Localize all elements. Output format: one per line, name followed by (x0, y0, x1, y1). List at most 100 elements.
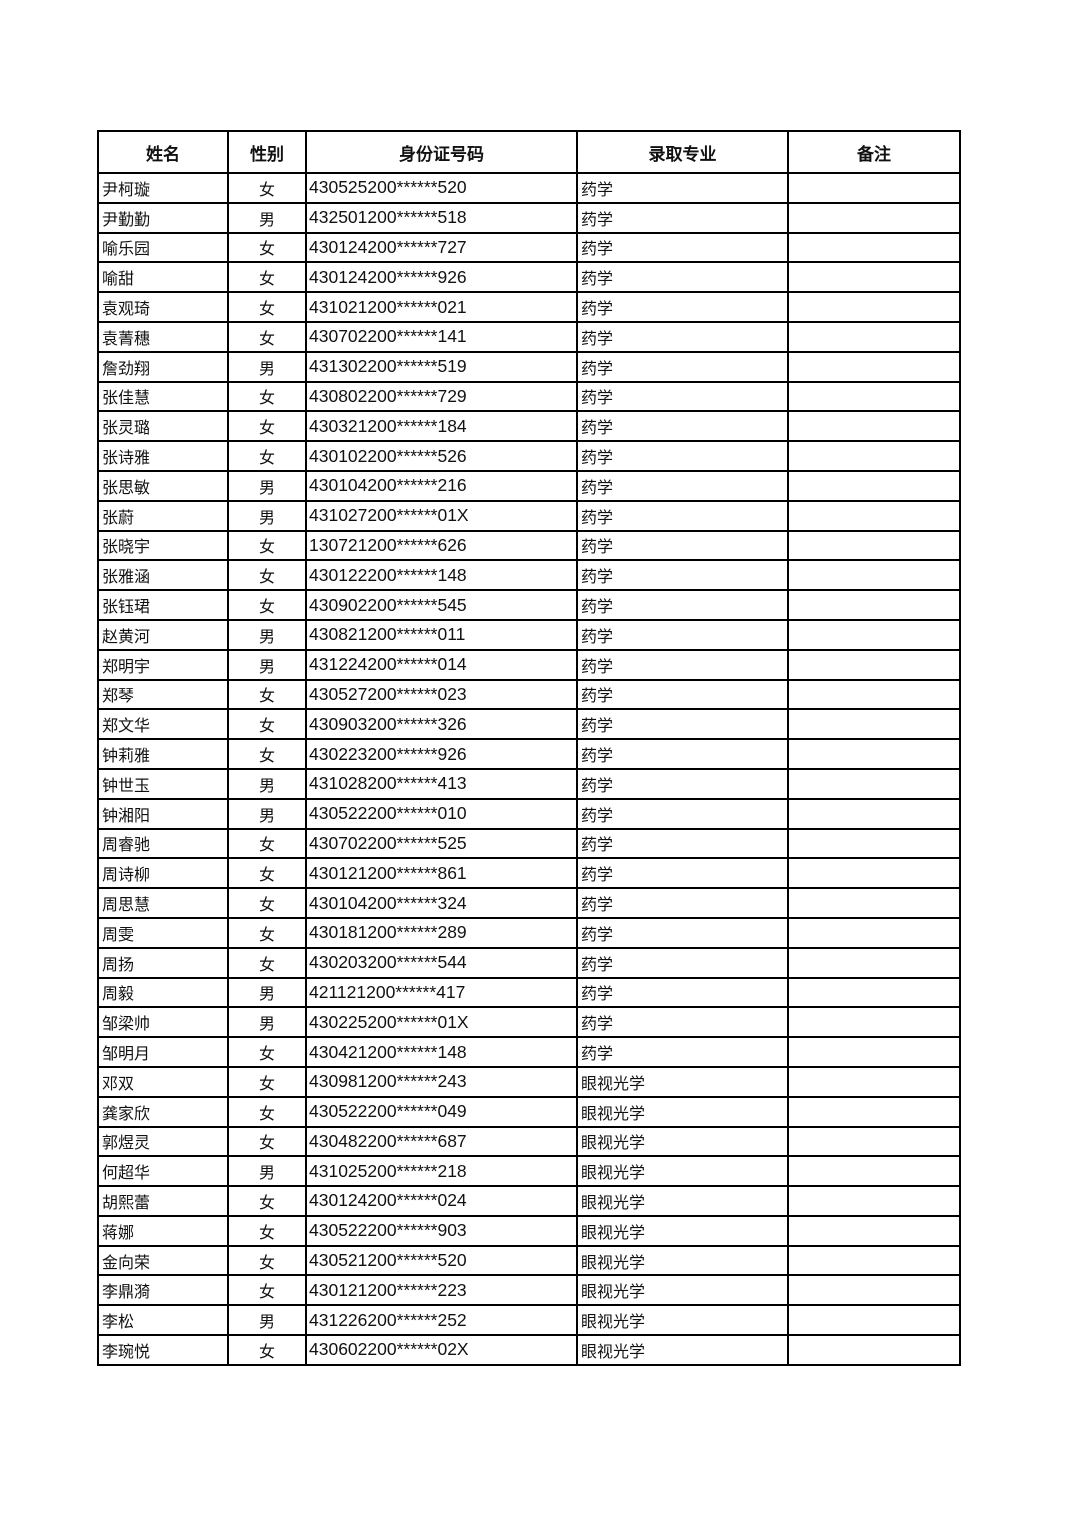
gender-cell: 女 (227, 320, 307, 353)
id-number-cell: 430104200******324 (305, 887, 578, 919)
id-number-cell: 430124200******024 (305, 1185, 578, 1217)
gender-cell: 女 (227, 678, 307, 711)
gender-cell: 男 (227, 648, 307, 681)
major-cell: 药学 (576, 440, 789, 472)
table-row: 郑明宇男 431224200******014 药学 (97, 648, 961, 681)
remarks-cell (787, 350, 961, 383)
gender-cell: 女 (227, 1334, 307, 1366)
gender-cell: 女 (227, 231, 307, 264)
name-cell: 周诗柳 (97, 857, 229, 890)
major-cell: 药学 (576, 738, 789, 770)
name-cell: 周雯 (97, 916, 229, 949)
gender-cell: 男 (227, 618, 307, 651)
gender-cell: 女 (227, 1214, 307, 1247)
id-number-cell: 430124200******727 (305, 231, 578, 264)
major-cell: 药学 (576, 887, 789, 919)
table-row: 张诗雅女 430102200******526 药学 (97, 440, 961, 472)
remarks-cell (787, 589, 961, 621)
major-cell: 药学 (576, 529, 789, 562)
gender-cell: 女 (227, 1095, 307, 1128)
table-header-row: 姓名 性别 身份证号码 录取专业 备注 (97, 130, 961, 174)
gender-cell: 女 (227, 1185, 307, 1217)
name-cell: 龚家欣 (97, 1095, 229, 1128)
table-row: 郭煜灵女 430482200******687 眼视光学 (97, 1125, 961, 1158)
header-name: 姓名 (97, 130, 229, 174)
remarks-cell (787, 440, 961, 472)
id-number-cell: 430321200******184 (305, 410, 578, 443)
name-cell: 郑文华 (97, 708, 229, 741)
name-cell: 张钰珺 (97, 589, 229, 621)
id-number-cell: 430527200******023 (305, 678, 578, 711)
id-number-cell: 130721200******626 (305, 529, 578, 562)
header-remarks: 备注 (787, 130, 961, 174)
id-number-cell: 430702200******525 (305, 827, 578, 860)
gender-cell: 女 (227, 410, 307, 443)
gender-cell: 女 (227, 380, 307, 413)
table-row: 邹梁帅男 430225200******01X 药学 (97, 1006, 961, 1039)
remarks-cell (787, 380, 961, 413)
table-row: 周睿驰女 430702200******525 药学 (97, 827, 961, 860)
table-row: 周诗柳女 430121200******861 药学 (97, 857, 961, 890)
gender-cell: 女 (227, 291, 307, 323)
table-row: 蒋娜女 430522200******903 眼视光学 (97, 1214, 961, 1247)
remarks-cell (787, 1125, 961, 1158)
major-cell: 药学 (576, 589, 789, 621)
table-row: 钟湘阳男 430522200******010 药学 (97, 797, 961, 830)
name-cell: 周睿驰 (97, 827, 229, 860)
table-row: 郑文华女 430903200******326 药学 (97, 708, 961, 741)
name-cell: 李琬悦 (97, 1334, 229, 1366)
id-number-cell: 430525200******520 (305, 172, 578, 204)
name-cell: 张雅涵 (97, 559, 229, 592)
major-cell: 药学 (576, 916, 789, 949)
id-number-cell: 431226200******252 (305, 1304, 578, 1337)
remarks-cell (787, 1095, 961, 1128)
id-number-cell: 430903200******326 (305, 708, 578, 741)
name-cell: 张蔚 (97, 499, 229, 532)
name-cell: 尹柯璇 (97, 172, 229, 204)
id-number-cell: 421121200******417 (305, 976, 578, 1009)
table-row: 胡熙蕾女 430124200******024 眼视光学 (97, 1185, 961, 1217)
table-row: 袁观琦女 431021200******021 药学 (97, 291, 961, 323)
gender-cell: 男 (227, 201, 307, 234)
id-number-cell: 431302200******519 (305, 350, 578, 383)
remarks-cell (787, 1036, 961, 1068)
id-number-cell: 430902200******545 (305, 589, 578, 621)
remarks-cell (787, 231, 961, 264)
gender-cell: 女 (227, 529, 307, 562)
name-cell: 张晓宇 (97, 529, 229, 562)
id-number-cell: 430104200******216 (305, 469, 578, 502)
remarks-cell (787, 857, 961, 890)
gender-cell: 女 (227, 589, 307, 621)
table-row: 郑琴女 430527200******023 药学 (97, 678, 961, 711)
name-cell: 袁观琦 (97, 291, 229, 323)
table-row: 詹劲翔男 431302200******519 药学 (97, 350, 961, 383)
gender-cell: 女 (227, 887, 307, 919)
name-cell: 钟世玉 (97, 767, 229, 800)
major-cell: 药学 (576, 708, 789, 741)
major-cell: 眼视光学 (576, 1244, 789, 1277)
name-cell: 蒋娜 (97, 1214, 229, 1247)
gender-cell: 女 (227, 440, 307, 472)
major-cell: 眼视光学 (576, 1334, 789, 1366)
remarks-cell (787, 887, 961, 919)
major-cell: 药学 (576, 1036, 789, 1068)
name-cell: 詹劲翔 (97, 350, 229, 383)
remarks-cell (787, 946, 961, 979)
remarks-cell (787, 499, 961, 532)
major-cell: 眼视光学 (576, 1155, 789, 1188)
table-row: 金向荣女 430521200******520 眼视光学 (97, 1244, 961, 1277)
table-row: 赵黄河男 430821200******011 药学 (97, 618, 961, 651)
table-row: 张雅涵女 430122200******148 药学 (97, 559, 961, 592)
gender-cell: 女 (227, 946, 307, 979)
table-row: 周扬女 430203200******544 药学 (97, 946, 961, 979)
header-gender: 性别 (227, 130, 307, 174)
id-number-cell: 430981200******243 (305, 1065, 578, 1098)
major-cell: 眼视光学 (576, 1185, 789, 1217)
remarks-cell (787, 1274, 961, 1307)
id-number-cell: 430223200******926 (305, 738, 578, 770)
remarks-cell (787, 1185, 961, 1217)
name-cell: 钟湘阳 (97, 797, 229, 830)
major-cell: 药学 (576, 946, 789, 979)
table-row: 张钰珺女 430902200******545 药学 (97, 589, 961, 621)
remarks-cell (787, 1244, 961, 1277)
